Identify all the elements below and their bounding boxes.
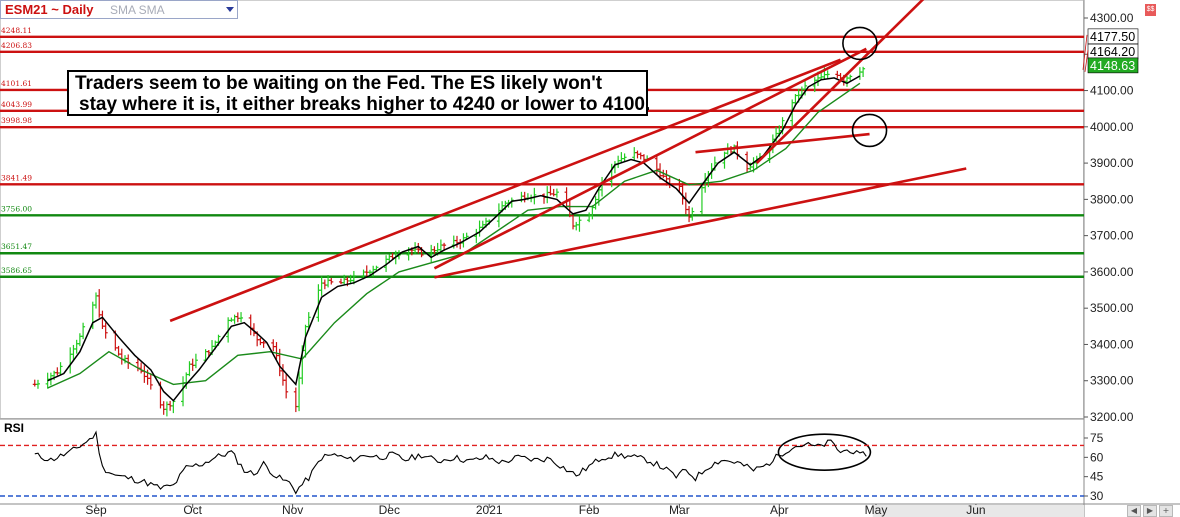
highlight-circle (842, 26, 878, 61)
price-tick-label: 3500.00 (1090, 301, 1134, 315)
price-flag-mid-text: 4164.20 (1090, 45, 1135, 59)
rsi-label: RSI (4, 421, 24, 435)
indicator-label: SMA SMA (110, 3, 165, 17)
ohlc-bar (148, 373, 153, 390)
ohlc-bar (81, 322, 86, 340)
date-label: 2021 (476, 503, 503, 517)
date-label: Dec (379, 503, 400, 517)
date-label: Apr (770, 503, 789, 517)
trendline (695, 132, 870, 154)
ohlc-bar (803, 81, 808, 96)
level-label: 3586.65 (1, 266, 32, 275)
ohlc-bar (103, 322, 108, 339)
ohlc-bar (554, 188, 559, 198)
symbol-label: ESM21 ~ Daily (5, 2, 94, 17)
date-label: Jun (966, 503, 985, 517)
level-label: 4101.61 (1, 79, 32, 88)
price-tick-label: 3900.00 (1090, 156, 1134, 170)
slow-sma-line (47, 82, 861, 389)
ohlc-bar (577, 215, 582, 232)
ohlc-bar (284, 373, 289, 399)
flag-connector (1082, 34, 1089, 72)
price-flag-last-text: 4148.63 (1090, 59, 1135, 73)
ohlc-bar (35, 379, 40, 389)
price-tick-label: 3800.00 (1090, 192, 1134, 206)
price-tick-label: 4100.00 (1090, 84, 1134, 98)
date-label: May (865, 503, 888, 517)
chart-annotation-box: Traders seem to be waiting on the Fed. T… (67, 70, 651, 116)
level-label: 4248.11 (1, 26, 32, 35)
date-label: Oct (183, 503, 202, 517)
date-label: Feb (579, 503, 600, 517)
highlight-circle (851, 113, 888, 148)
annotation-line-2: stay where it is, it either breaks highe… (79, 94, 651, 115)
price-flag-mid: 4164.20 (1087, 43, 1139, 60)
level-label: 3756.00 (1, 204, 32, 213)
main-panel (0, 0, 1084, 419)
trendline (434, 167, 967, 279)
date-label: Sep (85, 503, 107, 517)
ohlc-bar (261, 340, 266, 348)
price-flag-high: 4177.50 (1087, 28, 1139, 45)
price-flag-high-text: 4177.50 (1090, 30, 1135, 44)
future-date-region (872, 505, 1084, 517)
date-label: Nov (282, 503, 303, 517)
highlight-ellipse (777, 433, 872, 471)
level-label: 4043.99 (1, 100, 32, 109)
ohlc-bar (58, 362, 63, 376)
symbol-selector[interactable]: ESM21 ~ Daily SMA SMA (0, 0, 238, 19)
rsi-tick-label: 45 (1090, 470, 1104, 484)
scroll-right-button[interactable]: ▶ (1143, 505, 1157, 517)
price-tick-label: 3200.00 (1090, 410, 1134, 424)
ohlc-bar (848, 74, 853, 81)
level-label: 4206.83 (1, 41, 32, 50)
price-flag-last: 4148.63 (1087, 57, 1139, 74)
price-flag-last-bg (1087, 57, 1139, 74)
chevron-down-icon[interactable] (226, 7, 234, 12)
price-tick-label: 3400.00 (1090, 337, 1134, 351)
ohlc-bar (239, 312, 244, 323)
annotation-line-1: Traders seem to be waiting on the Fed. T… (75, 73, 603, 94)
level-label: 3998.98 (1, 116, 32, 125)
ohlc-bar (193, 353, 198, 369)
fast-sma-line (47, 75, 861, 402)
trendline (169, 58, 842, 323)
rsi-tick-label: 60 (1090, 450, 1104, 464)
ohlc-bar (329, 277, 334, 285)
rsi-tick-label: 75 (1090, 431, 1104, 445)
ohlc-bar (861, 66, 866, 77)
ohlc-bar (622, 153, 627, 162)
price-tick-label: 3300.00 (1090, 374, 1134, 388)
scroll-left-button[interactable]: ◀ (1127, 505, 1141, 517)
date-label: Mar (669, 503, 690, 517)
trendline (433, 47, 867, 270)
ohlc-bar (690, 207, 695, 221)
price-tick-label: 3600.00 (1090, 265, 1134, 279)
settings-icon[interactable]: $$ (1145, 4, 1156, 16)
price-tick-label: 4000.00 (1090, 120, 1134, 134)
zoom-button[interactable]: + (1159, 505, 1173, 517)
rsi-tick-label: 30 (1090, 489, 1104, 503)
price-tick-label: 3700.00 (1090, 229, 1134, 243)
trendline (755, 0, 925, 165)
ohlc-bar (825, 70, 830, 79)
rsi-line (34, 430, 867, 495)
level-label: 3651.47 (1, 242, 32, 251)
price-tick-label: 4300.00 (1090, 11, 1134, 25)
level-label: 3841.49 (1, 173, 32, 182)
